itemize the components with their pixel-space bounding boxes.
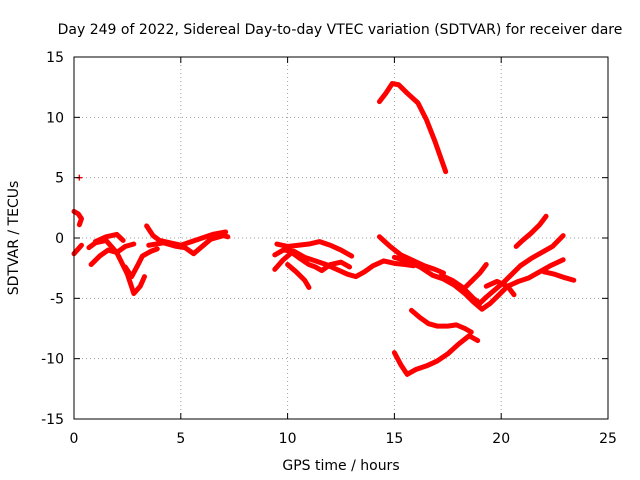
series-arc-04 [88, 241, 137, 268]
series-arc-14 [391, 254, 566, 312]
grid-layer [74, 57, 608, 419]
series-arc-11 [274, 239, 355, 259]
series-arc-17 [483, 278, 517, 298]
series-arc-08 [146, 233, 231, 257]
y-tick-label: -10 [41, 352, 64, 368]
y-tick-label: 10 [46, 110, 64, 126]
series-arc-16 [460, 262, 489, 293]
series-arc-02 [71, 242, 84, 257]
series-arc-12 [285, 262, 312, 290]
x-tick-label: 0 [70, 431, 79, 447]
x-tick-label: 5 [176, 431, 185, 447]
series-arc-05 [92, 231, 126, 245]
series-arc-13 [376, 234, 447, 276]
series-arc-01 [71, 208, 84, 228]
x-axis-label: GPS time / hours [282, 458, 399, 474]
y-tick-label: 5 [55, 171, 64, 187]
series-arc-19 [541, 269, 577, 283]
x-tick-label: 10 [279, 431, 297, 447]
x-tick-label: 20 [492, 431, 510, 447]
plot-frame [73, 56, 609, 420]
series-arc-18 [513, 213, 549, 249]
y-tick-label: 15 [46, 50, 64, 66]
x-tick-label: 25 [599, 431, 617, 447]
chart-title: Day 249 of 2022, Sidereal Day-to-day VTE… [58, 22, 623, 38]
tick-layer: 0 5 10 15 20 25 -15 -10 -5 0 5 10 15 [41, 50, 617, 447]
series-arc-20 [376, 81, 449, 175]
series-arc-22 [408, 307, 474, 335]
series-arc-09 [272, 247, 417, 280]
series-arc-21 [391, 333, 481, 377]
series-arc-06 [122, 246, 160, 280]
series-layer [71, 81, 577, 377]
y-tick-label: 0 [55, 231, 64, 247]
y-tick-label: -15 [41, 412, 64, 428]
y-axis-label: SDTVAR / TECUs [6, 181, 22, 296]
series-arc-10 [272, 249, 353, 274]
y-tick-label: -5 [50, 291, 64, 307]
x-tick-label: 15 [385, 431, 403, 447]
